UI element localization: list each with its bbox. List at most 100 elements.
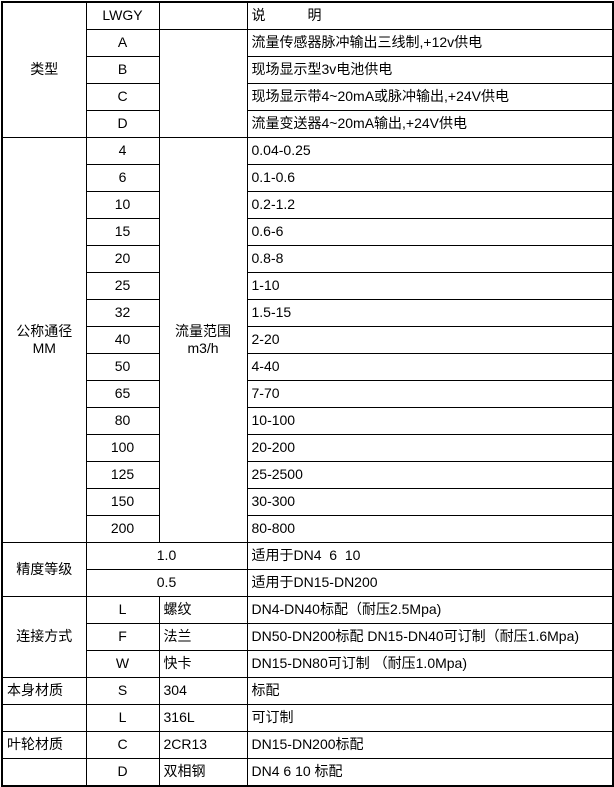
flow-range: 0.04-0.25 (246, 137, 614, 165)
flow-range: 80-800 (246, 515, 614, 543)
type-code: A (85, 29, 160, 57)
empty-cell (1, 758, 87, 787)
material-desc: DN15-DN200标配 (246, 731, 614, 759)
type-desc: 现场显示型3v电池供电 (246, 56, 614, 84)
material-name: 双相钢 (158, 758, 248, 787)
flow-range: 20-200 (246, 434, 614, 462)
section-label-accuracy: 精度等级 (1, 542, 87, 597)
section-label-diameter: 公称通径 MM (1, 137, 87, 543)
table-row-dn25: 25 1-10 (2, 272, 614, 300)
dn-value: 150 (85, 488, 160, 516)
type-empty-cell (158, 29, 248, 138)
accuracy-desc: 适用于DN4 6 10 (246, 542, 614, 570)
dn-value: 80 (85, 407, 160, 435)
type-code: B (85, 56, 160, 84)
type-desc: 流量传感器脉冲输出三线制,+12v供电 (246, 29, 614, 57)
table-row-dn40: 40 2-20 (2, 326, 614, 354)
flow-range: 0.8-8 (246, 245, 614, 273)
table-row-dn125: 125 25-2500 (2, 461, 614, 489)
dn-value: 32 (85, 299, 160, 327)
material-name: 2CR13 (158, 731, 248, 759)
table-row-dn4: 公称通径 MM 4 流量范围 m3/h 0.04-0.25 (1, 137, 614, 543)
accuracy-grade: 0.5 (85, 569, 248, 597)
flow-range: 30-300 (246, 488, 614, 516)
table-row-accuracy-2: 0.5 适用于DN15-DN200 (2, 569, 614, 597)
material-desc: DN4 6 10 标配 (246, 758, 614, 787)
table-row-body-s: 本身材质 S 304 标配 (1, 677, 614, 705)
flow-range: 0.1-0.6 (246, 164, 614, 192)
conn-name: 法兰 (158, 623, 248, 651)
section-label-impeller-material: 叶轮材质 (1, 731, 87, 759)
section-label-body-material: 本身材质 (1, 677, 87, 705)
table-row-conn-w: W 快卡 DN15-DN80可订制 （耐压1.0Mpa) (2, 650, 614, 678)
table-row-dn100: 100 20-200 (2, 434, 614, 462)
material-code: C (85, 731, 160, 759)
dn-value: 10 (85, 191, 160, 219)
material-desc: 标配 (246, 677, 614, 705)
empty-cell (1, 704, 87, 732)
material-code: L (85, 704, 160, 732)
material-name: 316L (158, 704, 248, 732)
dn-value: 20 (85, 245, 160, 273)
table-row-accuracy-1: 精度等级 1.0 适用于DN4 6 10 (1, 542, 614, 597)
table-row-dn20: 20 0.8-8 (2, 245, 614, 273)
conn-desc: DN50-DN200标配 DN15-DN40可订制（耐压1.6Mpa) (246, 623, 614, 651)
table-row-dn150: 150 30-300 (2, 488, 614, 516)
section-label-type: 类型 (1, 1, 87, 138)
dn-value: 100 (85, 434, 160, 462)
table-row-conn-f: F 法兰 DN50-DN200标配 DN15-DN40可订制（耐压1.6Mpa) (2, 623, 614, 651)
type-desc: 现场显示带4~20mA或脉冲输出,+24V供电 (246, 83, 614, 111)
table-row-body-l: L 316L 可订制 (1, 704, 614, 732)
table-row-impeller-d: D 双相钢 DN4 6 10 标配 (1, 758, 614, 787)
header-desc-label: 说 明 (246, 1, 614, 30)
flow-range-label: 流量范围 m3/h (158, 137, 248, 543)
conn-name: 螺纹 (158, 596, 248, 624)
table-row-dn80: 80 10-100 (2, 407, 614, 435)
flow-range: 25-2500 (246, 461, 614, 489)
type-desc: 流量变送器4~20mA输出,+24V供电 (246, 110, 614, 138)
dn-value: 40 (85, 326, 160, 354)
flow-range: 0.2-1.2 (246, 191, 614, 219)
dn-value: 125 (85, 461, 160, 489)
flow-range: 2-20 (246, 326, 614, 354)
header-empty-cell (158, 1, 248, 30)
conn-code: L (85, 596, 160, 624)
conn-name: 快卡 (158, 650, 248, 678)
flow-range: 0.6-6 (246, 218, 614, 246)
table-row-dn15: 15 0.6-6 (2, 218, 614, 246)
material-code: S (85, 677, 160, 705)
material-name: 304 (158, 677, 248, 705)
table-row-dn65: 65 7-70 (2, 380, 614, 408)
material-desc: 可订制 (246, 704, 614, 732)
table-row-impeller-c: 叶轮材质 C 2CR13 DN15-DN200标配 (1, 731, 614, 759)
table-row-header: 类型 LWGY 说 明 (1, 1, 614, 138)
header-model-code: LWGY (85, 1, 160, 30)
table-row-type-b: B 现场显示型3v电池供电 (2, 56, 614, 84)
flow-range: 1.5-15 (246, 299, 614, 327)
table-row-dn200: 200 80-800 (2, 515, 614, 543)
dn-value: 15 (85, 218, 160, 246)
section-label-connection: 连接方式 (1, 596, 87, 678)
flow-range: 7-70 (246, 380, 614, 408)
conn-desc: DN4-DN40标配（耐压2.5Mpa) (246, 596, 614, 624)
table-row-dn6: 6 0.1-0.6 (2, 164, 614, 192)
dn-value: 25 (85, 272, 160, 300)
table-row-dn10: 10 0.2-1.2 (2, 191, 614, 219)
flow-range: 10-100 (246, 407, 614, 435)
table-row-type-d: D 流量变送器4~20mA输出,+24V供电 (2, 110, 614, 138)
flow-range: 4-40 (246, 353, 614, 381)
table-row-dn32: 32 1.5-15 (2, 299, 614, 327)
dn-value: 65 (85, 380, 160, 408)
accuracy-grade: 1.0 (85, 542, 248, 570)
dn-value: 4 (85, 137, 160, 165)
conn-code: F (85, 623, 160, 651)
dn-value: 200 (85, 515, 160, 543)
type-code: C (85, 83, 160, 111)
table-row-type-a: A 流量传感器脉冲输出三线制,+12v供电 (2, 29, 614, 138)
conn-desc: DN15-DN80可订制 （耐压1.0Mpa) (246, 650, 614, 678)
dn-value: 50 (85, 353, 160, 381)
dn-value: 6 (85, 164, 160, 192)
accuracy-desc: 适用于DN15-DN200 (246, 569, 614, 597)
